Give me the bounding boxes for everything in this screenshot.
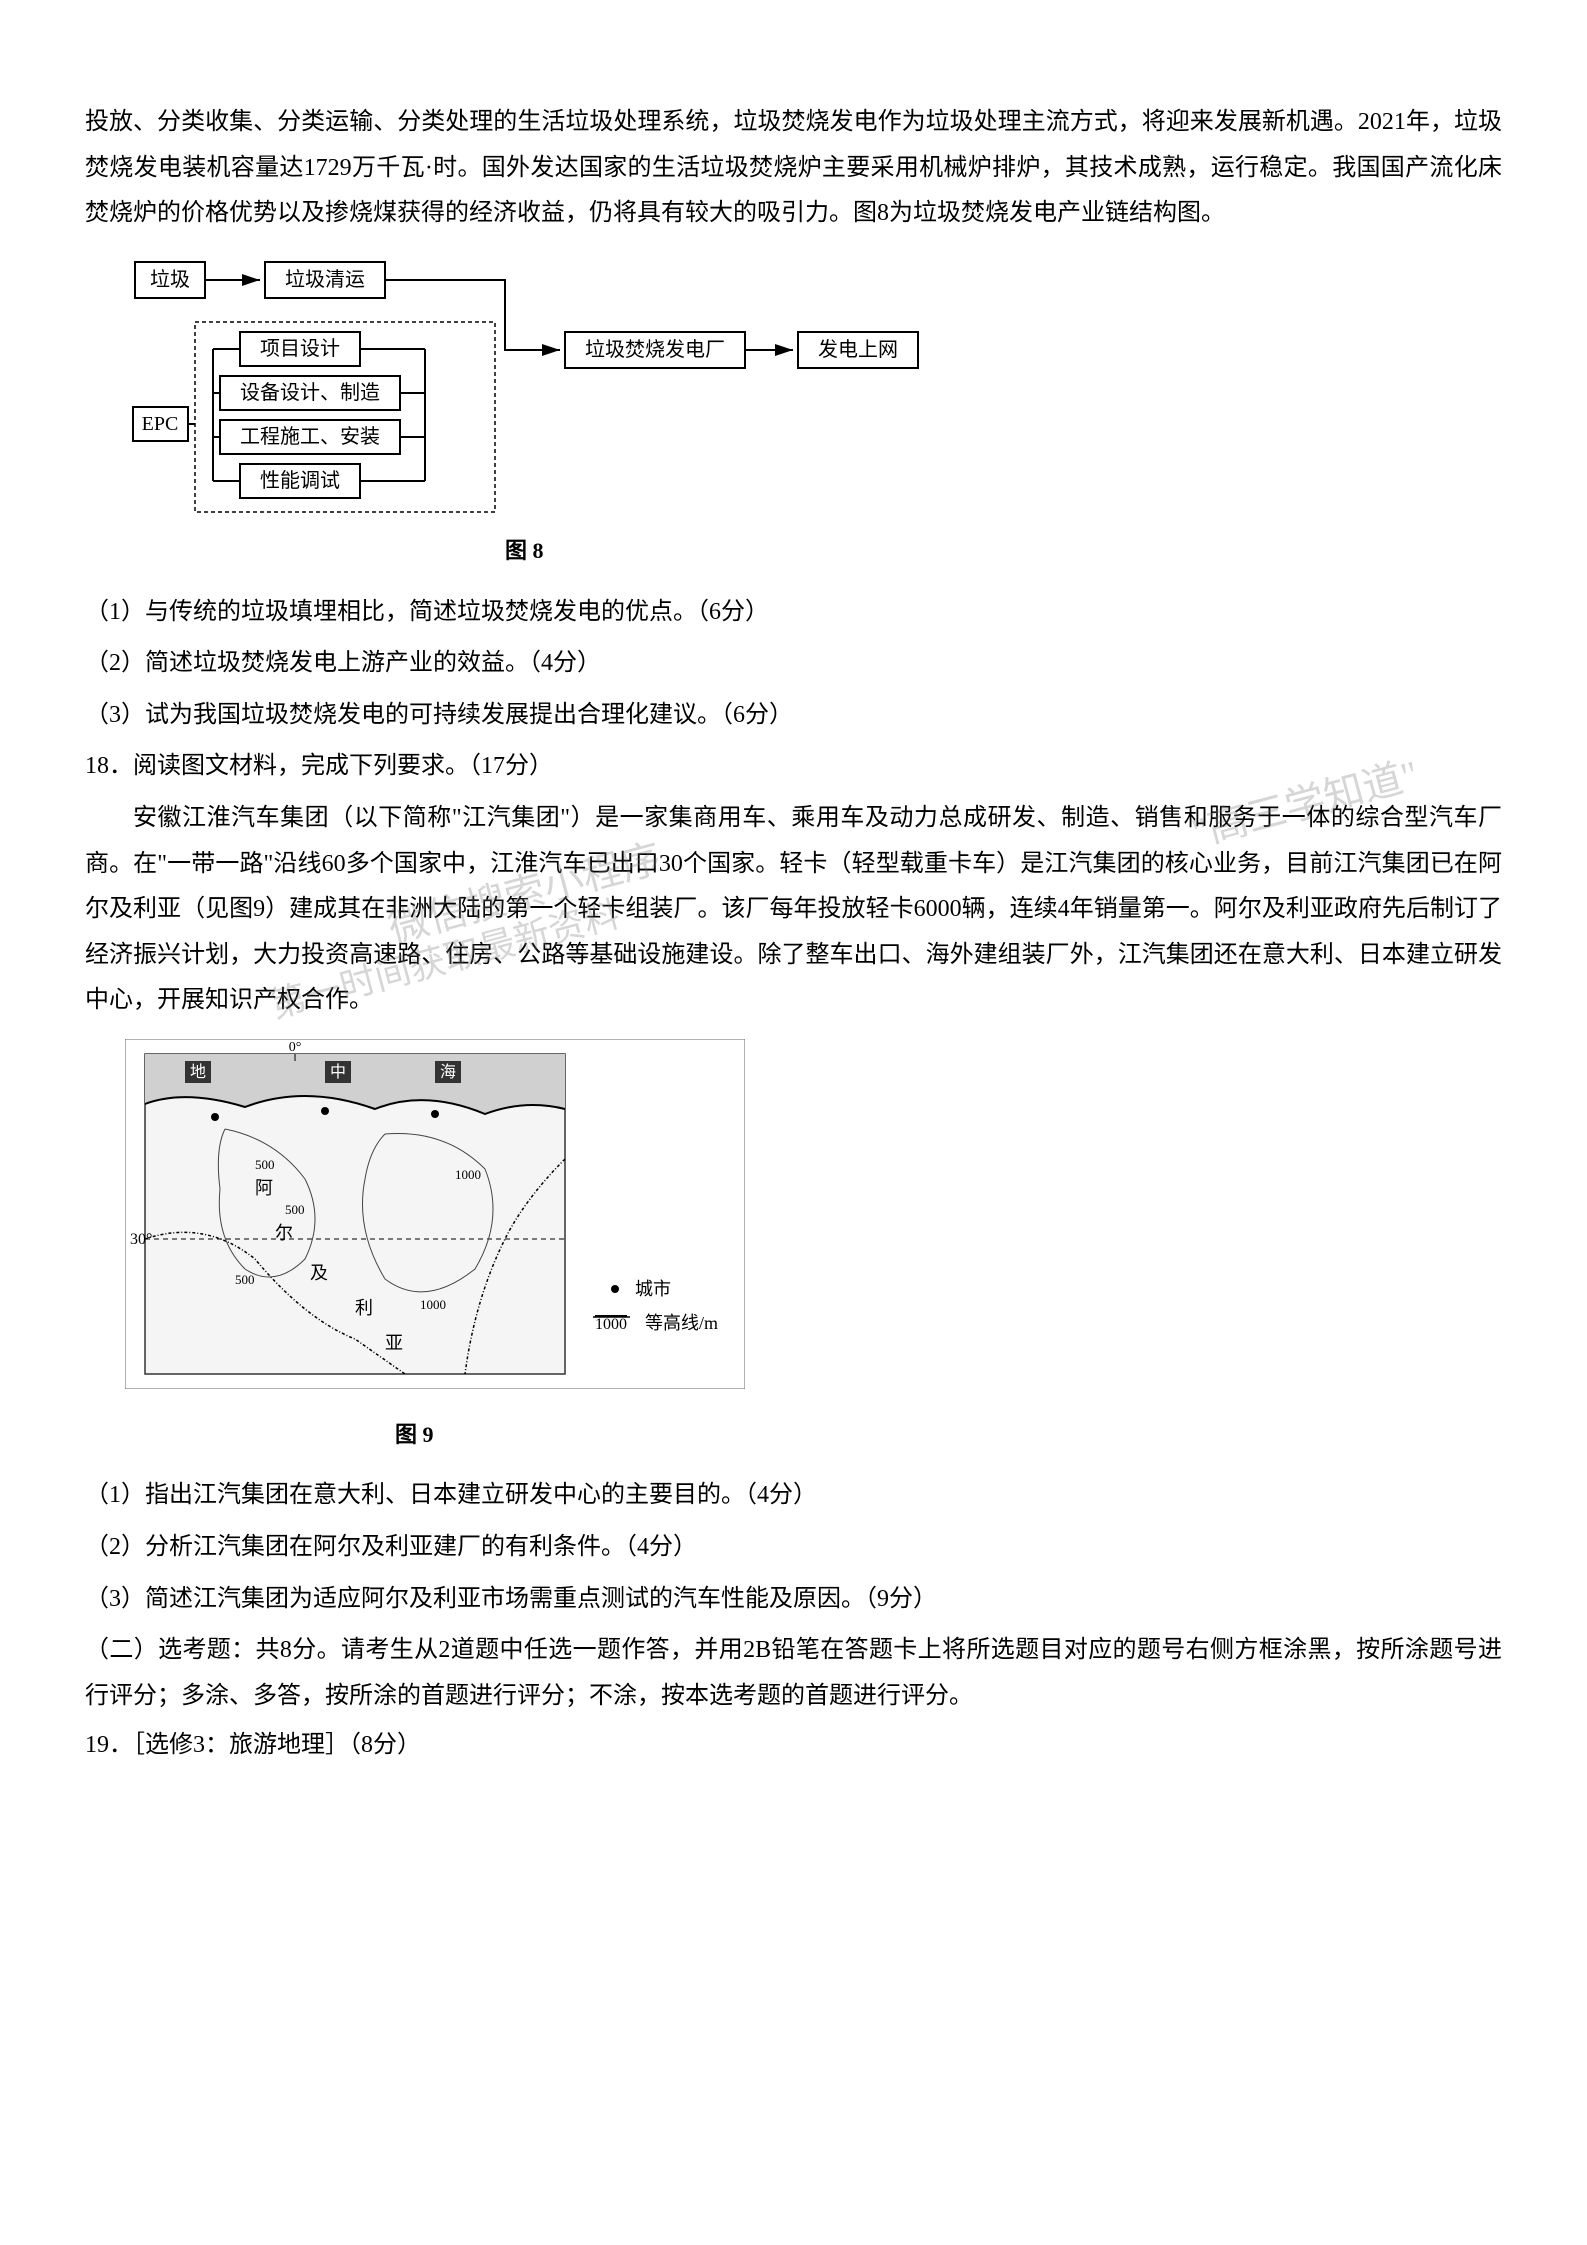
svg-text:地: 地 (190, 1063, 206, 1081)
svg-text:阿: 阿 (255, 1178, 273, 1198)
q18-paragraph: 安徽江淮汽车集团（以下简称"江汽集团"）是一家集商用车、乘用车及动力总成研发、制… (85, 796, 1502, 1024)
svg-text:EPC: EPC (142, 413, 179, 435)
svg-text:0°: 0° (289, 1040, 302, 1055)
map9-caption: 图 9 (395, 1414, 1502, 1456)
map9-svg: 30° 0° 500 1000 1000 500 500 地 中 海 阿 尔 及… (125, 1039, 745, 1389)
svg-text:及: 及 (310, 1263, 328, 1283)
svg-text:垃圾焚烧发电厂: 垃圾焚烧发电厂 (585, 338, 725, 361)
svg-text:海: 海 (440, 1063, 456, 1081)
svg-text:性能调试: 性能调试 (260, 469, 340, 492)
q18-intro: 18．阅读图文材料，完成下列要求。（17分） (85, 744, 1502, 790)
svg-text:1000: 1000 (595, 1316, 627, 1333)
q17-1: （1）与传统的垃圾填埋相比，简述垃圾焚烧发电的优点。（6分） (85, 590, 1502, 636)
svg-text:500: 500 (235, 1272, 255, 1287)
q18-2: （2）分析江汽集团在阿尔及利亚建厂的有利条件。（4分） (85, 1525, 1502, 1571)
svg-text:项目设计: 项目设计 (260, 337, 340, 360)
diagram8-container: 垃圾 垃圾清运 EPC 项目设计 设备设计、制造 工程施工、安装 性能调 (125, 252, 1502, 572)
svg-text:500: 500 (255, 1157, 275, 1172)
q17-3: （3）试为我国垃圾焚烧发电的可持续发展提出合理化建议。（6分） (85, 693, 1502, 739)
section2-intro: （二）选考题：共8分。请考生从2道题中任选一题作答，并用2B铅笔在答题卡上将所选… (85, 1628, 1502, 1719)
svg-text:尔: 尔 (275, 1223, 293, 1243)
map9-container: 30° 0° 500 1000 1000 500 500 地 中 海 阿 尔 及… (125, 1039, 1502, 1455)
svg-text:垃圾清运: 垃圾清运 (285, 268, 365, 291)
svg-text:工程施工、安装: 工程施工、安装 (240, 425, 380, 448)
svg-text:等高线/m: 等高线/m (645, 1313, 718, 1333)
diagram8-caption: 图 8 (505, 530, 1502, 572)
q18-3: （3）简述江汽集团为适应阿尔及利亚市场需重点测试的汽车性能及原因。（9分） (85, 1577, 1502, 1623)
intro-paragraph: 投放、分类收集、分类运输、分类处理的生活垃圾处理系统，垃圾焚烧发电作为垃圾处理主… (85, 100, 1502, 237)
svg-text:利: 利 (355, 1298, 373, 1318)
svg-text:500: 500 (285, 1202, 305, 1217)
svg-text:1000: 1000 (420, 1297, 446, 1312)
svg-text:1000: 1000 (455, 1167, 481, 1182)
q18-1: （1）指出江汽集团在意大利、日本建立研发中心的主要目的。（4分） (85, 1473, 1502, 1519)
svg-text:亚: 亚 (385, 1333, 403, 1353)
svg-text:城市: 城市 (635, 1279, 671, 1299)
q17-2: （2）简述垃圾焚烧发电上游产业的效益。（4分） (85, 641, 1502, 687)
svg-text:设备设计、制造: 设备设计、制造 (240, 381, 380, 404)
svg-text:垃圾: 垃圾 (150, 268, 190, 291)
diagram8-svg: 垃圾 垃圾清运 EPC 项目设计 设备设计、制造 工程施工、安装 性能调 (125, 252, 945, 522)
svg-text:中: 中 (330, 1063, 346, 1081)
svg-text:30°: 30° (130, 1231, 152, 1248)
svg-text:发电上网: 发电上网 (818, 338, 898, 361)
q19-intro: 19．［选修3：旅游地理］（8分） (85, 1723, 1502, 1769)
